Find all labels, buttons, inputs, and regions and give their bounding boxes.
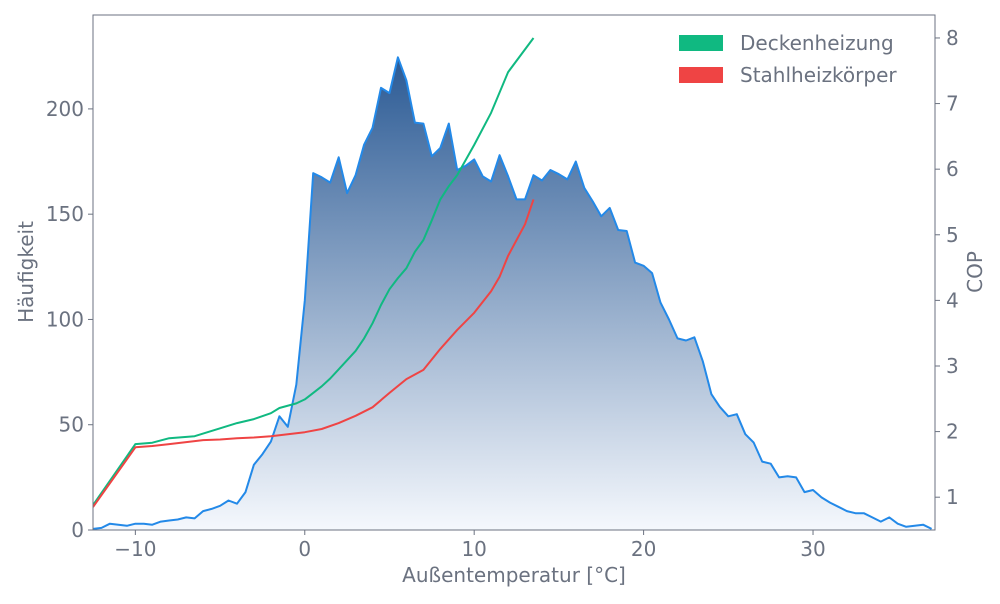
y2-tick-label: 2 xyxy=(946,420,959,444)
y2-axis-label: COP xyxy=(963,251,987,293)
x-tick-label: 20 xyxy=(631,537,656,561)
y2-tick-label: 8 xyxy=(946,26,959,50)
y-tick-label: 100 xyxy=(46,307,84,331)
x-axis-label: Außentemperatur [°C] xyxy=(402,563,626,587)
y2-tick-label: 6 xyxy=(946,157,959,181)
y2-tick-label: 4 xyxy=(946,288,959,312)
x-tick-label: 0 xyxy=(298,537,311,561)
histogram-line xyxy=(93,56,933,530)
y-tick-label: 150 xyxy=(46,202,84,226)
legend-label: Stahlheizkörper xyxy=(740,63,897,87)
y2-tick-label: 5 xyxy=(946,223,959,247)
legend-swatch xyxy=(679,35,723,51)
legend-swatch xyxy=(679,67,723,83)
y-tick-label: 50 xyxy=(59,413,84,437)
legend-label: Deckenheizung xyxy=(740,31,894,55)
y2-tick-label: 3 xyxy=(946,354,959,378)
plot-frame xyxy=(92,14,936,531)
y-axis-label: Häufigkeit xyxy=(14,221,38,323)
histogram-area xyxy=(93,57,932,530)
x-tick-label: −10 xyxy=(114,537,156,561)
y-tick-label: 0 xyxy=(71,518,84,542)
y-tick-label: 200 xyxy=(46,97,84,121)
x-tick-label: 10 xyxy=(461,537,486,561)
x-tick-label: 30 xyxy=(800,537,825,561)
series-line-1 xyxy=(93,199,535,508)
y2-tick-label: 7 xyxy=(946,92,959,116)
legend: Deckenheizung Stahlheizkörper xyxy=(679,31,897,87)
y2-tick-label: 1 xyxy=(946,485,959,509)
series-line-0 xyxy=(93,37,535,506)
